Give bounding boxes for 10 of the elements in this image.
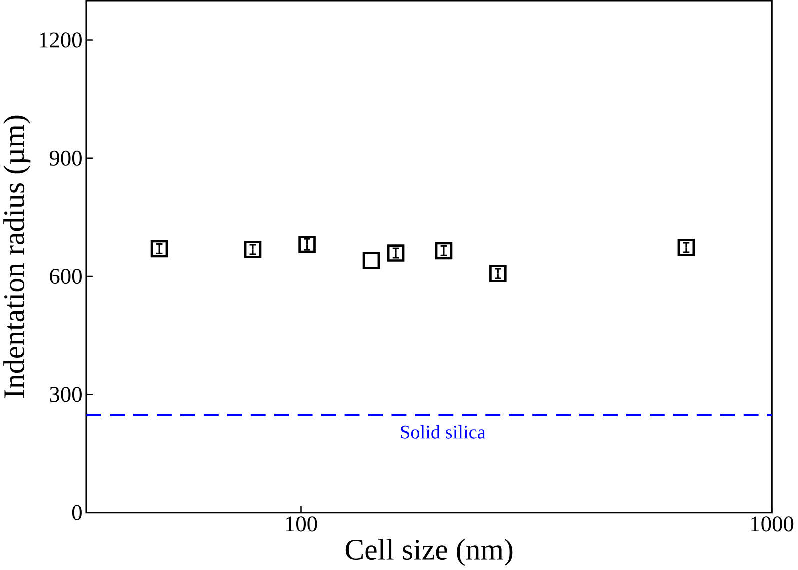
x-tick-label: 1000 — [752, 516, 794, 532]
y-tick-label: 300 — [50, 387, 82, 402]
y-tick-label: 1200 — [40, 32, 82, 48]
annotation: Solid silica — [401, 425, 486, 439]
y-axis-title: Indentation radius (µm) — [4, 116, 31, 398]
y-tick-label: 900 — [50, 150, 82, 166]
y-tick-label: 600 — [50, 269, 82, 284]
y-tick-label: 0 — [72, 505, 82, 521]
x-tick-label: 100 — [286, 516, 318, 532]
x-axis-title: Cell size (nm) — [346, 539, 513, 566]
